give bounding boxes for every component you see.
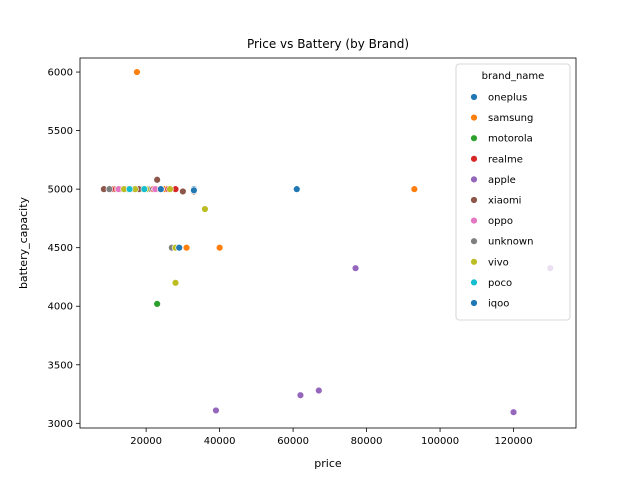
data-point-poco xyxy=(125,185,134,193)
y-tick-label: 4500 xyxy=(48,243,73,254)
data-point-iqoo xyxy=(157,185,165,193)
data-point-motorola xyxy=(153,300,161,308)
data-point-xiaomi xyxy=(153,176,161,184)
legend-box xyxy=(455,63,571,321)
data-point-iqoo xyxy=(175,243,183,252)
y-tick-label: 3000 xyxy=(48,419,73,430)
legend-marker-oneplus xyxy=(470,93,478,101)
legend-label-apple: apple xyxy=(488,175,516,186)
data-point-samsung xyxy=(410,185,419,193)
legend-label-realme: realme xyxy=(488,154,523,165)
legend-marker-iqoo xyxy=(470,299,478,307)
y-axis-ticks: 3000 3500 4000 4500 5000 5500 6000 xyxy=(48,68,80,430)
y-tick-label: 6000 xyxy=(48,68,73,79)
data-point-apple xyxy=(296,391,305,399)
data-point-unknown xyxy=(105,185,114,193)
x-tick-label: 100000 xyxy=(421,436,459,447)
legend-label-samsung: samsung xyxy=(488,113,533,124)
legend-label-xiaomi: xiaomi xyxy=(488,196,521,207)
y-tick-label: 5500 xyxy=(48,126,73,137)
plot-frame xyxy=(79,57,577,429)
data-point-oneplus xyxy=(293,185,301,193)
data-point-apple xyxy=(509,408,518,416)
legend-label-vivo: vivo xyxy=(488,257,509,268)
legend-marker-poco xyxy=(470,278,478,287)
legend-marker-oppo xyxy=(470,216,478,225)
data-point-apple xyxy=(315,386,323,395)
y-tick-label: 3500 xyxy=(48,360,73,371)
x-axis-title: price xyxy=(314,457,342,470)
legend-label-oneplus: oneplus xyxy=(488,93,527,104)
legend-label-iqoo: iqoo xyxy=(488,299,509,310)
data-point-samsung xyxy=(215,243,224,252)
legend-marker-motorola xyxy=(470,134,478,142)
x-tick-label: 40000 xyxy=(204,436,236,447)
data-point-samsung xyxy=(182,243,191,252)
data-point-apple xyxy=(351,264,360,272)
y-tick-label: 5000 xyxy=(48,185,73,196)
data-point-vivo xyxy=(171,279,180,287)
data-point-iqoo xyxy=(190,186,198,195)
legend-marker-unknown xyxy=(470,237,478,245)
y-tick-label: 4000 xyxy=(48,302,73,313)
data-point-apple xyxy=(212,406,220,415)
legend-marker-vivo xyxy=(470,258,478,266)
x-tick-label: 120000 xyxy=(494,436,532,447)
data-point-xiaomi xyxy=(179,187,187,196)
x-tick-label: 20000 xyxy=(130,436,162,447)
data-point-vivo xyxy=(201,205,209,213)
data-point-samsung xyxy=(133,68,141,76)
legend-items: oneplus samsung motorola realme apple xiaomi o… xyxy=(470,93,533,310)
legend-label-poco: poco xyxy=(488,278,512,289)
legend-marker-realme xyxy=(470,155,478,163)
legend-marker-apple xyxy=(470,175,478,184)
legend-label-unknown: unknown xyxy=(488,237,533,248)
legend: brand_name oneplus samsung motorola realme a… xyxy=(455,63,571,321)
legend-marker-samsung xyxy=(470,113,478,122)
data-points xyxy=(100,68,554,416)
legend-label-oppo: oppo xyxy=(488,216,513,227)
legend-title: brand_name xyxy=(482,71,545,82)
x-tick-label: 80000 xyxy=(351,436,383,447)
chart-title: Price vs Battery (by Brand) xyxy=(247,37,409,51)
legend-marker-xiaomi xyxy=(470,196,478,204)
data-point-vivo xyxy=(166,185,174,193)
data-point-poco xyxy=(140,185,148,193)
plot-area: 20000 40000 60000 80000 100000 120000 3000 350… xyxy=(48,57,577,447)
x-tick-label: 60000 xyxy=(277,436,309,447)
legend-label-motorola: motorola xyxy=(488,134,533,145)
y-axis-title: battery_capacity xyxy=(17,196,30,289)
x-axis-ticks: 20000 40000 60000 80000 100000 120000 xyxy=(130,428,533,447)
